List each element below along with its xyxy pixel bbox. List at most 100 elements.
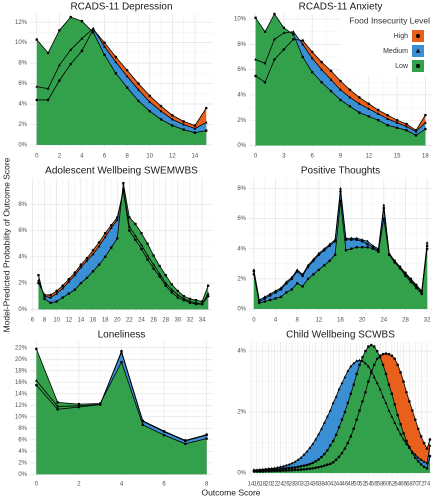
point xyxy=(273,58,276,61)
point xyxy=(152,254,155,257)
point xyxy=(333,253,337,256)
x-tick-label: 4 xyxy=(120,482,124,488)
point xyxy=(170,290,174,294)
point xyxy=(306,263,310,267)
point xyxy=(320,455,323,459)
point xyxy=(358,96,361,99)
point xyxy=(419,435,423,438)
point xyxy=(290,468,294,472)
point xyxy=(299,465,303,468)
point xyxy=(395,121,399,124)
point xyxy=(114,72,118,75)
x-tick-label: 26 xyxy=(150,318,157,324)
point xyxy=(317,251,321,255)
point xyxy=(357,102,361,105)
y-tick-label: 8% xyxy=(237,42,246,48)
point xyxy=(339,79,342,83)
point xyxy=(200,300,204,303)
x-tick-label: 52 xyxy=(359,482,366,488)
point xyxy=(35,383,38,387)
point xyxy=(276,465,279,469)
x-tick-label: 18 xyxy=(102,318,109,324)
x-tick-label: 2 xyxy=(58,154,62,160)
point xyxy=(56,407,59,411)
point xyxy=(171,124,174,127)
point xyxy=(323,452,326,456)
x-tick-label: 30 xyxy=(295,482,302,488)
point xyxy=(420,289,423,293)
point xyxy=(326,449,329,452)
point xyxy=(162,430,166,433)
point xyxy=(372,375,376,379)
point xyxy=(405,439,408,443)
point xyxy=(73,273,77,277)
point xyxy=(171,113,174,117)
point xyxy=(425,461,429,465)
point xyxy=(349,364,353,368)
point xyxy=(97,244,101,248)
point xyxy=(329,69,333,73)
point xyxy=(290,288,293,291)
point xyxy=(422,460,426,463)
point xyxy=(428,438,432,441)
point xyxy=(352,383,355,386)
x-tick-label: 22 xyxy=(126,318,133,324)
x-tick-label: 58 xyxy=(377,482,384,488)
point xyxy=(378,387,382,391)
point xyxy=(158,272,162,275)
x-tick-label: 34 xyxy=(199,318,206,324)
point xyxy=(358,111,361,114)
point xyxy=(296,465,300,469)
point xyxy=(56,404,60,408)
point xyxy=(205,433,209,437)
x-tick-label: 0 xyxy=(35,154,39,160)
point xyxy=(67,277,71,281)
point xyxy=(284,280,288,283)
point xyxy=(35,38,38,41)
point xyxy=(73,288,77,291)
point xyxy=(170,283,173,286)
point xyxy=(152,263,156,266)
y-tick-label: 2% xyxy=(18,460,27,466)
point xyxy=(399,423,402,426)
x-tick-label: 12 xyxy=(365,154,372,160)
point xyxy=(314,460,317,463)
x-axis-label: Outcome Score xyxy=(201,487,260,497)
y-tick-label: 8% xyxy=(237,186,246,192)
point xyxy=(308,446,312,450)
point xyxy=(159,104,163,108)
point xyxy=(328,462,332,466)
point xyxy=(282,467,285,470)
point xyxy=(182,297,186,300)
point xyxy=(320,427,323,430)
point xyxy=(314,437,318,441)
point xyxy=(182,120,185,123)
point xyxy=(311,257,315,261)
x-tick-label: 30 xyxy=(175,318,182,324)
x-tick-label: 34 xyxy=(306,482,313,488)
point xyxy=(274,289,277,292)
point xyxy=(254,74,257,78)
point xyxy=(317,465,320,469)
point xyxy=(35,85,39,88)
point xyxy=(285,467,288,470)
point xyxy=(393,403,396,406)
point xyxy=(85,276,89,280)
point xyxy=(377,119,380,122)
point xyxy=(393,357,397,361)
point xyxy=(381,352,385,356)
point xyxy=(399,432,403,436)
point xyxy=(364,349,367,353)
y-tick-label: 6% xyxy=(18,81,27,87)
point xyxy=(158,264,161,268)
y-tick-label: 8% xyxy=(18,426,27,432)
point xyxy=(322,421,326,424)
point xyxy=(386,117,390,120)
point xyxy=(103,235,107,239)
point xyxy=(252,268,256,271)
panel-title: RCADS-11 Depression xyxy=(70,2,172,13)
point xyxy=(182,295,186,298)
point xyxy=(67,292,70,295)
point xyxy=(329,444,332,447)
x-tick-label: 14 xyxy=(248,482,255,488)
